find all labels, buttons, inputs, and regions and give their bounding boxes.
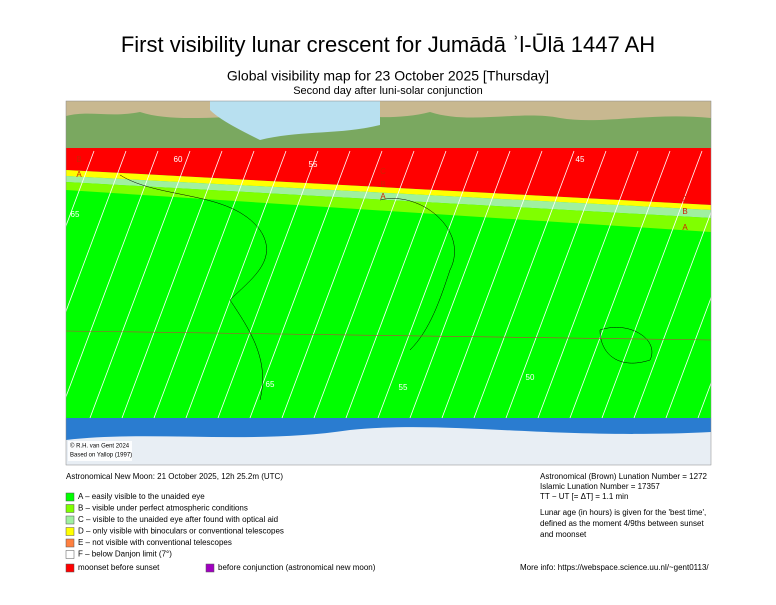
legend-label: moonset before sunset (78, 563, 160, 572)
zone-label: B (682, 207, 687, 216)
contour-line (313, 150, 415, 419)
zone-label: B (380, 180, 385, 189)
contour-line (729, 294, 776, 419)
legend-label: B – visible under perfect atmospheric co… (78, 504, 248, 513)
info: and moonset (540, 530, 587, 539)
contour-line (153, 150, 255, 419)
legend-label: F – below Danjon limit (7°) (78, 550, 172, 559)
legend-label: E – not visible with conventional telesc… (78, 538, 232, 547)
contour-line (697, 208, 776, 419)
legend-label: C – visible to the unaided eye after fou… (78, 515, 278, 524)
contour-line (665, 150, 767, 419)
contour-label: 65 (266, 380, 275, 389)
credit: Based on Yallop (1997) (70, 453, 132, 459)
contour-label: 55 (309, 160, 318, 169)
legend-label: A – easily visible to the unaided eye (78, 492, 205, 501)
info: Islamic Lunation Number = 17357 (540, 482, 660, 491)
zone-label: B (76, 155, 81, 164)
contour-line (345, 150, 447, 419)
contour-line (121, 150, 223, 419)
credit: © R.H. van Gent 2024 (70, 443, 130, 450)
contour-line (441, 150, 543, 419)
zone-label: C (682, 195, 688, 204)
contour-line (537, 150, 639, 419)
contour-line (761, 379, 776, 419)
info: Lunar age (in hours) is given for the 'b… (540, 508, 706, 517)
contour-line (281, 150, 383, 419)
zone-label: A (380, 192, 386, 201)
legend-swatch (65, 550, 75, 559)
zone-label: A (682, 223, 688, 232)
legend: A – easily visible to the unaided eye B –… (65, 492, 376, 573)
contour-line (505, 150, 607, 419)
legend-swatch (205, 563, 215, 573)
contour-label: 65 (71, 210, 80, 219)
contour-label: 55 (399, 383, 408, 392)
legend-label: D – only visible with binoculars or conv… (78, 527, 284, 536)
legend-label: before conjunction (astronomical new moo… (218, 563, 376, 572)
zone-label: C (380, 167, 386, 176)
contour-line (473, 150, 575, 419)
legend-swatch (65, 563, 75, 573)
contour-line (377, 150, 479, 419)
contour-line (57, 150, 159, 419)
contour-line (0, 150, 63, 318)
contour-line (409, 150, 511, 419)
info: Astronomical (Brown) Lunation Number = 1… (540, 472, 708, 481)
legend-swatch (65, 504, 75, 513)
legend-swatch (65, 515, 75, 525)
contour-line (569, 150, 671, 419)
more-info: More info: https://webspace.science.uu.n… (520, 563, 709, 572)
contour-line (25, 150, 127, 419)
contour-line (249, 150, 351, 419)
info: TT − UT [= ΔT] = 1.1 min (540, 492, 628, 501)
contour-label: 50 (526, 373, 535, 382)
contour-line (89, 150, 191, 419)
new-moon: Astronomical New Moon: 21 October 2025, … (66, 472, 283, 481)
contour-line (185, 150, 287, 419)
legend-swatch (65, 527, 75, 536)
contour-line (217, 150, 319, 419)
contour-line (0, 150, 31, 233)
subtitle: Global visibility map for 23 October 202… (227, 68, 549, 84)
legend-swatch (65, 538, 75, 548)
contour-line (0, 150, 95, 404)
contour-line (633, 150, 735, 419)
subtitle: Second day after luni-solar conjunction (293, 85, 483, 97)
legend-swatch (65, 492, 75, 502)
contour-line (601, 150, 703, 419)
title: First visibility lunar crescent for Jumā… (121, 32, 655, 57)
contour-label: 60 (174, 155, 183, 164)
info: defined as the moment 4/9ths between sun… (540, 519, 704, 528)
zone-label: A (76, 170, 82, 179)
contour-label: 45 (576, 155, 585, 164)
map: © R.H. van Gent 2024 Based on Yallop (19… (0, 100, 776, 466)
